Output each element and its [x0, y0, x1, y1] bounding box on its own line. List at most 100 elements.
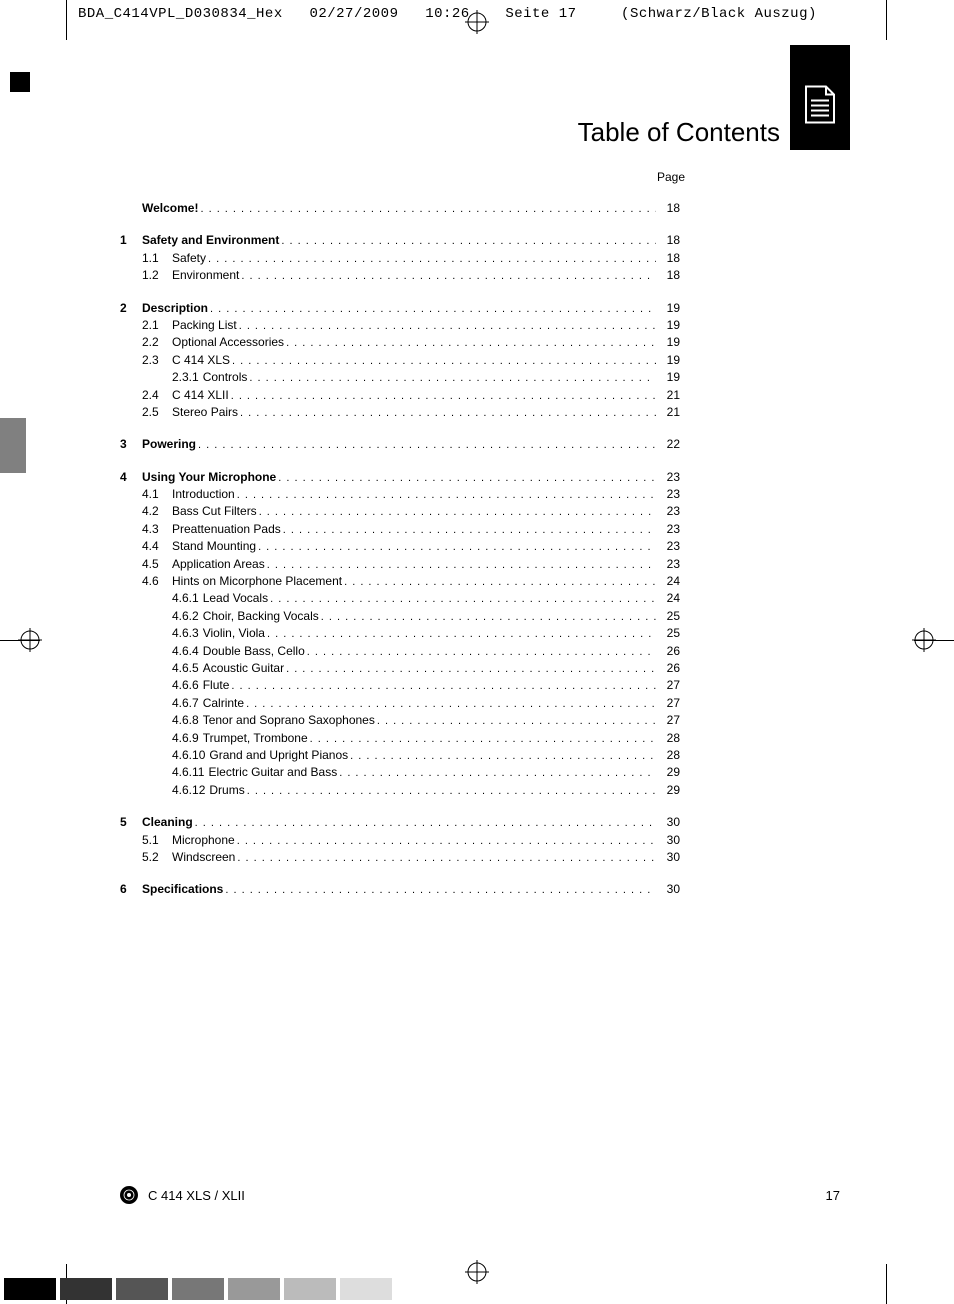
toc-leader	[286, 336, 656, 351]
toc-entry-title: Powering	[142, 436, 196, 453]
crop-mark	[66, 0, 67, 40]
toc-leader	[195, 816, 656, 831]
toc-entry-page: 29	[658, 764, 680, 781]
toc-entry-number: 3	[120, 436, 142, 453]
toc-entry-number: 4.6.3	[172, 625, 199, 642]
toc-leader	[321, 610, 656, 625]
brand-logo-icon	[120, 1186, 138, 1204]
toc-leader	[377, 714, 656, 729]
toc-entry-page: 19	[658, 334, 680, 351]
toc-entry-page: 26	[658, 643, 680, 660]
toc-row: 4.6.8 Tenor and Soprano Saxophones27	[120, 712, 680, 729]
toc-entry-number: 4.4	[142, 538, 172, 555]
grayscale-step-wedge	[4, 1278, 392, 1300]
toc-row: 4.5Application Areas23	[120, 556, 680, 573]
toc-leader	[259, 505, 656, 520]
toc-leader	[231, 679, 656, 694]
toc-row: 5Cleaning30	[120, 814, 680, 831]
step-wedge-patch	[4, 1278, 56, 1300]
toc-row: 4.6.9 Trumpet, Trombone28	[120, 730, 680, 747]
toc-entry-page: 21	[658, 387, 680, 404]
header-date: 02/27/2009	[309, 6, 398, 22]
section-badge	[790, 45, 850, 150]
toc-entry-title: Stereo Pairs	[172, 404, 238, 421]
toc-entry-page: 23	[658, 503, 680, 520]
toc-entry-title: Introduction	[172, 486, 235, 503]
toc-entry-number: 4.6.8	[172, 712, 199, 729]
registration-mark-icon	[18, 628, 42, 652]
toc-entry-page: 30	[658, 849, 680, 866]
toc-entry-title: Electric Guitar and Bass	[208, 764, 337, 781]
toc-row: 4.3Preattenuation Pads23	[120, 521, 680, 538]
header-color-sep: (Schwarz/Black Auszug)	[621, 6, 817, 22]
toc-entry-number: 1.1	[142, 250, 172, 267]
toc-entry-number: 4.6.4	[172, 643, 199, 660]
toc-leader	[240, 406, 656, 421]
toc-entry-number: 4.6	[142, 573, 172, 590]
toc-entry-title: Cleaning	[142, 814, 193, 831]
toc-entry-number: 2.4	[142, 387, 172, 404]
toc-leader	[237, 851, 656, 866]
toc-entry-title: Violin, Viola	[203, 625, 265, 642]
toc-entry-number: 4.6.5	[172, 660, 199, 677]
toc-entry-title: Flute	[203, 677, 230, 694]
toc-entry-title: Controls	[203, 369, 248, 386]
toc-entry-number: 2	[120, 300, 142, 317]
toc-entry-page: 27	[658, 677, 680, 694]
toc-leader	[344, 575, 656, 590]
page-footer: C 414 XLS / XLII 17	[120, 1186, 840, 1204]
toc-leader	[339, 766, 656, 781]
toc-entry-title: Safety	[172, 250, 206, 267]
toc-entry-page: 22	[658, 436, 680, 453]
section-title: Table of Contents	[578, 117, 780, 148]
toc-row: 4.6.1 Lead Vocals24	[120, 590, 680, 607]
toc-entry-page: 23	[658, 538, 680, 555]
step-wedge-patch	[340, 1278, 392, 1300]
toc-row: 4.6.3 Violin, Viola 25	[120, 625, 680, 642]
toc-entry-title: Environment	[172, 267, 239, 284]
toc-leader	[247, 784, 656, 799]
step-wedge-patch	[116, 1278, 168, 1300]
toc-row: 2.2Optional Accessories19	[120, 334, 680, 351]
toc-row: 1.2Environment18	[120, 267, 680, 284]
toc-row: 3Powering 22	[120, 436, 680, 453]
header-page-marker: Seite 17	[505, 6, 576, 22]
toc-entry-title: Grand and Upright Pianos	[209, 747, 348, 764]
toc-entry-number: 4.2	[142, 503, 172, 520]
toc-entry-title: Calrinte	[203, 695, 244, 712]
toc-entry-title: Drums	[209, 782, 244, 799]
toc-entry-title: Choir, Backing Vocals	[203, 608, 319, 625]
toc-entry-title: C 414 XLS	[172, 352, 230, 369]
toc-row: 2.1Packing List19	[120, 317, 680, 334]
toc-leader	[246, 697, 656, 712]
toc-leader	[278, 471, 656, 486]
toc-entry-title: Double Bass, Cello	[203, 643, 305, 660]
toc-leader	[267, 558, 656, 573]
toc-entry-page: 21	[658, 404, 680, 421]
print-marker	[10, 72, 30, 92]
toc-leader	[267, 627, 656, 642]
toc-entry-title: C 414 XLII	[172, 387, 229, 404]
toc-leader	[237, 488, 656, 503]
toc-leader	[225, 883, 656, 898]
toc-leader	[286, 662, 656, 677]
toc-row: 4.1Introduction23	[120, 486, 680, 503]
toc-row: 4.6.7 Calrinte27	[120, 695, 680, 712]
toc-entry-title: Windscreen	[172, 849, 235, 866]
toc-row: 4.4Stand Mounting23	[120, 538, 680, 555]
toc-leader	[307, 645, 656, 660]
prepress-header: BDA_C414VPL_D030834_Hex 02/27/2009 10:26…	[78, 6, 817, 22]
toc-entry-page: 23	[658, 469, 680, 486]
step-wedge-patch	[284, 1278, 336, 1300]
toc-entry-number: 5	[120, 814, 142, 831]
toc-row: Welcome!18	[120, 200, 680, 217]
toc-entry-page: 18	[658, 250, 680, 267]
toc-entry-page: 25	[658, 625, 680, 642]
toc-entry-page: 19	[658, 317, 680, 334]
toc-entry-number: 4.6.11	[172, 764, 204, 781]
toc-row: 4.6.6 Flute27	[120, 677, 680, 694]
toc-entry-number: 4.6.7	[172, 695, 199, 712]
toc-row: 2.4C 414 XLII 21	[120, 387, 680, 404]
toc-leader	[231, 389, 656, 404]
toc-leader	[198, 438, 656, 453]
